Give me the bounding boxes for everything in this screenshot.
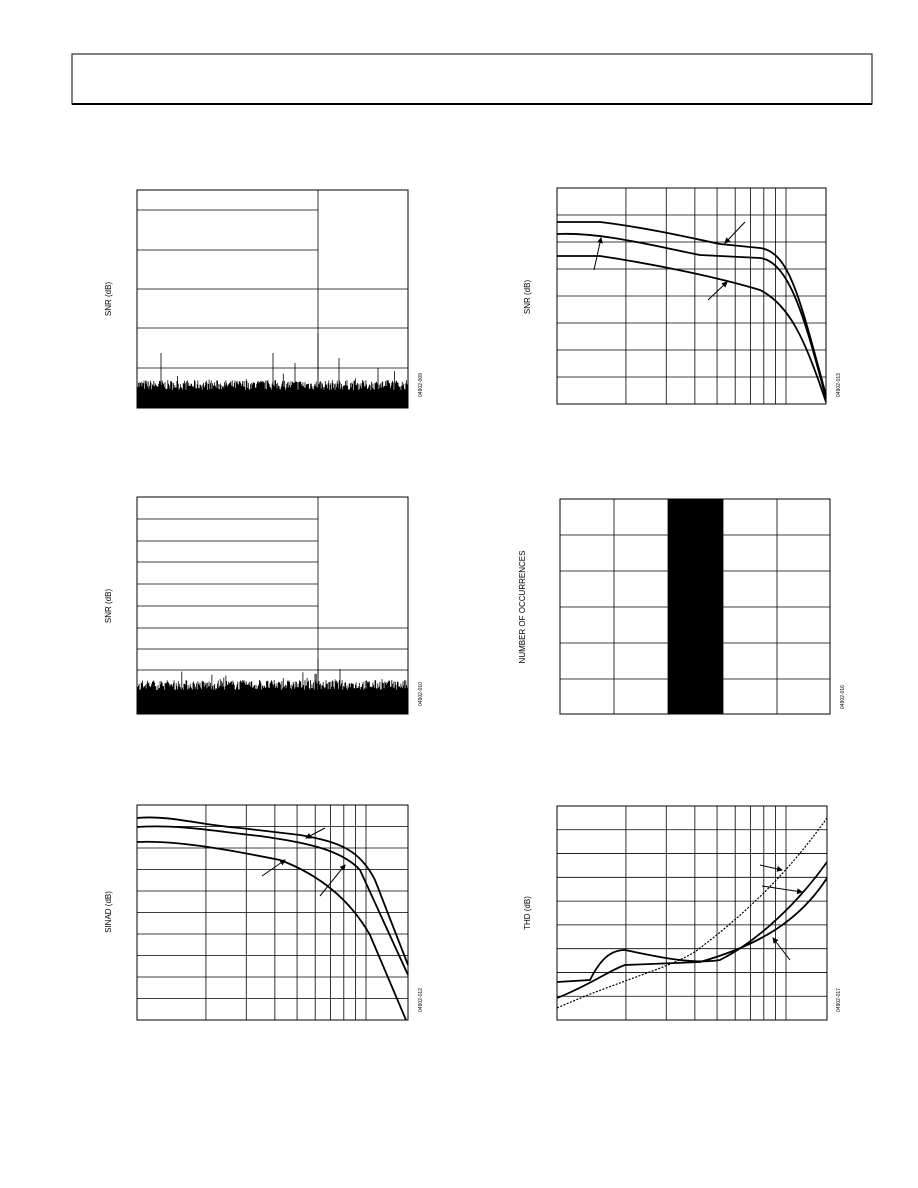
curve — [556, 877, 828, 999]
plot-frame — [556, 805, 828, 1021]
curve — [557, 221, 827, 396]
y-label: NUMBER OF OCCURRENCES — [518, 551, 527, 664]
figure-code: 04902-010 — [418, 682, 424, 706]
figure-code: 04902-016 — [840, 685, 846, 709]
figure-code: 04902-017 — [836, 988, 842, 1012]
figure-code: 04902-012 — [418, 988, 424, 1012]
arrow — [593, 237, 603, 271]
arrow — [759, 864, 783, 872]
curve — [557, 255, 827, 403]
y-label: THD (dB) — [523, 896, 532, 930]
curve — [136, 825, 409, 976]
histogram-bar — [668, 499, 723, 714]
noise-floor — [136, 333, 409, 408]
figure-code: 04902-009 — [418, 373, 424, 397]
y-label: SNR (dB) — [523, 280, 532, 315]
arrow — [761, 885, 803, 895]
plot-frame — [136, 189, 409, 409]
curve — [556, 861, 828, 983]
curve — [556, 232, 827, 399]
arrow — [319, 864, 346, 897]
curve — [136, 816, 409, 966]
arrow — [305, 827, 326, 839]
y-label: SINAD (dB) — [104, 891, 113, 933]
arrow — [724, 221, 746, 244]
arrow — [261, 859, 286, 877]
arrow — [707, 281, 728, 301]
header-box — [71, 53, 873, 105]
y-label: SNR (dB) — [104, 589, 113, 624]
curve — [556, 817, 828, 1009]
noise-floor — [136, 659, 409, 714]
y-label: SNR (dB) — [104, 282, 113, 317]
arrow — [772, 937, 791, 961]
figure-code: 04902-013 — [836, 373, 842, 397]
plot-frame — [136, 496, 409, 715]
figure-art — [136, 221, 828, 1021]
